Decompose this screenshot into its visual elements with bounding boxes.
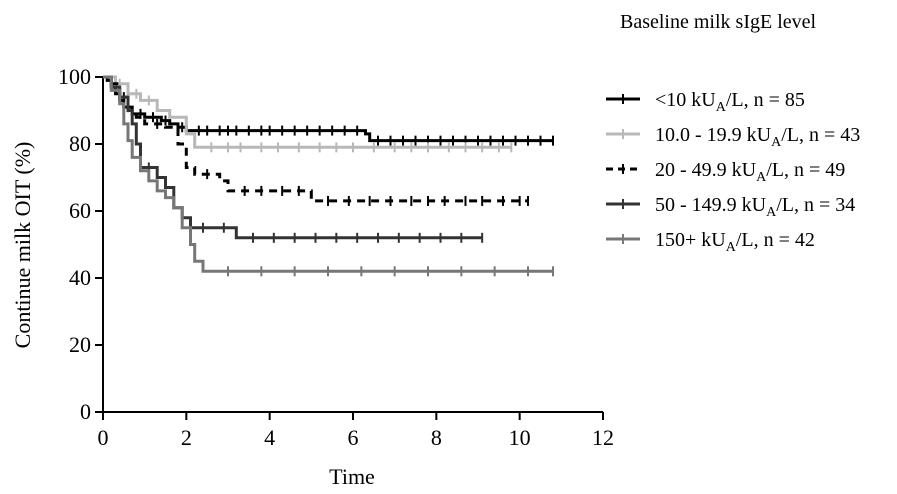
legend-label: <10 kUA/L, n = 85 — [655, 89, 805, 115]
series-line — [103, 75, 528, 203]
x-tick-label: 4 — [264, 425, 275, 450]
x-axis-title: Time — [329, 464, 375, 489]
series-line — [103, 75, 553, 273]
series-3 — [103, 75, 529, 206]
x-tick-label: 10 — [509, 425, 531, 450]
legend-item: 150+ kUA/L, n = 42 — [606, 229, 815, 255]
y-tick-label: 0 — [80, 399, 91, 424]
series-2 — [103, 75, 513, 153]
x-tick-label: 0 — [98, 425, 109, 450]
y-axis-title: Continue milk OIT (%) — [10, 142, 35, 349]
legend-title: Baseline milk sIgE level — [620, 11, 817, 33]
series-line — [103, 75, 553, 143]
legend-item: 50 - 149.9 kUA/L, n = 34 — [606, 194, 855, 220]
series-5 — [103, 75, 554, 277]
legend-label: 20 - 49.9 kUA/L, n = 49 — [655, 159, 845, 185]
legend-label: 10.0 - 19.9 kUA/L, n = 43 — [655, 124, 860, 150]
series-line — [103, 75, 483, 240]
y-tick-label: 60 — [69, 198, 91, 223]
y-tick-label: 100 — [58, 64, 91, 89]
series-4 — [103, 75, 484, 243]
series-line — [103, 75, 512, 149]
legend-label: 150+ kUA/L, n = 42 — [655, 229, 815, 255]
legend-item: 10.0 - 19.9 kUA/L, n = 43 — [606, 124, 860, 150]
x-tick-label: 8 — [431, 425, 442, 450]
y-tick-label: 20 — [69, 332, 91, 357]
axes: 0 20 40 60 80 100 0 2 4 6 8 10 12 — [58, 64, 614, 450]
legend-item: <10 kUA/L, n = 85 — [606, 89, 805, 115]
legend-item: 20 - 49.9 kUA/L, n = 49 — [606, 159, 845, 185]
x-tick-label: 6 — [348, 425, 359, 450]
x-tick-label: 12 — [592, 425, 614, 450]
x-tick-label: 2 — [181, 425, 192, 450]
legend: <10 kUA/L, n = 85 10.0 - 19.9 kUA/L, n = … — [606, 89, 860, 255]
legend-label: 50 - 149.9 kUA/L, n = 34 — [655, 194, 855, 220]
y-tick-label: 40 — [69, 265, 91, 290]
y-tick-label: 80 — [69, 131, 91, 156]
series-layer — [103, 75, 554, 277]
